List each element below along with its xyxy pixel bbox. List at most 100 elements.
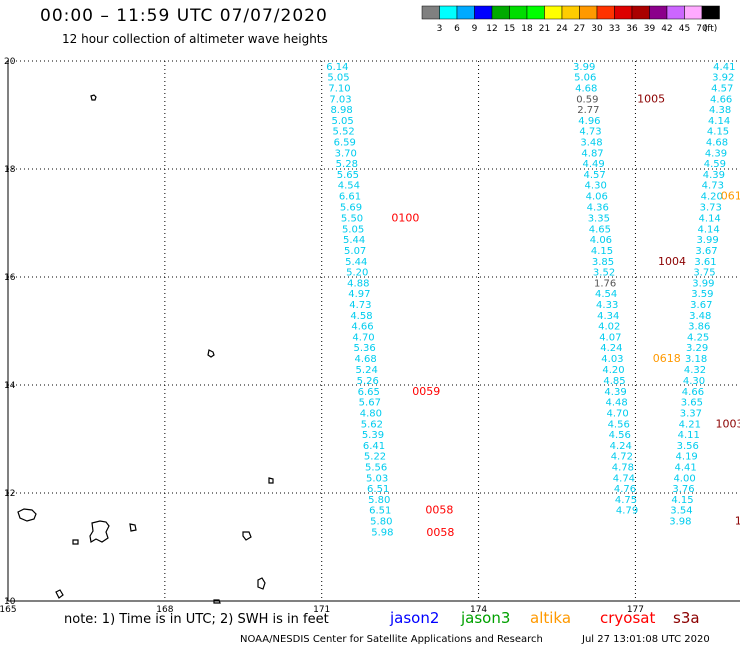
swh-value-label: 4.66: [682, 387, 704, 398]
chart-subtitle: 12 hour collection of altimeter wave hei…: [62, 32, 328, 46]
swh-value-label: 4.56: [608, 419, 630, 430]
swh-value-label: 5.56: [365, 463, 387, 474]
swh-value-label: 4.36: [587, 202, 609, 213]
pass-time-label: 0058: [426, 526, 454, 539]
colorbar-tick-label: 15: [504, 24, 515, 34]
swh-value-label: 1.76: [594, 278, 616, 289]
swh-value-label: 4.25: [687, 332, 709, 343]
swh-value-label: 4.19: [676, 452, 698, 463]
swh-value-label: 3.67: [695, 246, 717, 257]
swh-value-label: 7.10: [328, 83, 350, 94]
swh-value-label: 5.98: [371, 527, 393, 538]
swh-value-label: 4.32: [684, 365, 706, 376]
island-isle-f: [72, 539, 79, 545]
swh-value-label: 3.70: [335, 148, 357, 159]
y-tick-label: 16: [4, 273, 16, 283]
swh-value-label: 0.59: [576, 94, 598, 105]
swh-value-label: 4.56: [609, 430, 631, 441]
timestamp: Jul 27 13:01:08 UTC 2020: [582, 634, 710, 645]
swh-value-label: 6.41: [363, 441, 385, 452]
pass-time-label: 0617: [721, 189, 740, 202]
swh-value-label: 4.96: [578, 116, 600, 127]
swh-value-label: 4.24: [610, 441, 632, 452]
swh-value-label: 5.36: [353, 343, 375, 354]
swh-value-label: 6.14: [326, 62, 348, 73]
colorbar-tick-label: 6: [454, 24, 460, 34]
swh-value-label: 4.75: [615, 495, 637, 506]
island-isle-k: [213, 599, 221, 604]
swh-value-label: 3.85: [592, 257, 614, 268]
swh-value-label: 3.48: [689, 311, 711, 322]
swh-value-label: 5.03: [366, 473, 388, 484]
colorbar-tick-label: 18: [521, 24, 533, 34]
colorbar: 3 6 9 12 15 18 21 24 27 30 33 36 39 42 45 70(ft): [421, 5, 720, 34]
swh-value-label: 5.06: [574, 73, 596, 84]
island-dot-a: [90, 94, 97, 101]
swh-value-label: 3.65: [681, 398, 703, 409]
swh-value-label: 4.66: [710, 94, 732, 105]
swh-value-label: 4.41: [713, 62, 735, 73]
swh-value-label: 4.68: [355, 354, 377, 365]
swh-value-label: 5.05: [331, 116, 353, 127]
swh-value-label: 4.11: [678, 430, 700, 441]
swh-value-label: 4.06: [590, 235, 612, 246]
swh-value-label: 5.69: [340, 202, 362, 213]
swh-value-label: 5.22: [364, 452, 386, 463]
colorbar-unit: (ft): [704, 24, 718, 34]
swh-value-label: 4.15: [671, 495, 693, 506]
swh-value-label: 3.29: [686, 343, 708, 354]
credit-line: NOAA/NESDIS Center for Satellite Applica…: [240, 634, 543, 645]
swh-value-label: 3.86: [688, 322, 710, 333]
swh-value-label: 3.99: [696, 235, 718, 246]
swh-value-label: 4.38: [709, 105, 731, 116]
x-tick-label: 165: [0, 605, 17, 615]
pass-time-label: 1005: [637, 92, 665, 105]
swh-value-label: 4.68: [706, 137, 728, 148]
colorbar-tick-label: 21: [539, 24, 550, 34]
pass-time-label: 1004: [658, 255, 686, 268]
colorbar-tick-label: 45: [679, 24, 690, 34]
swh-value-label: 5.05: [342, 224, 364, 235]
footer-note: note: 1) Time is in UTC; 2) SWH is in fe…: [64, 612, 329, 627]
island-isle-i: [257, 577, 266, 590]
swh-value-label: 4.15: [707, 127, 729, 138]
swh-value-label: 4.59: [704, 159, 726, 170]
colorbar-tick-label: 24: [556, 24, 568, 34]
swh-value-label: 4.87: [581, 148, 603, 159]
pass-time-label: 0618: [653, 352, 681, 365]
swh-value-label: 6.65: [358, 387, 380, 398]
colorbar-tick-label: 12: [486, 24, 497, 34]
swh-value-label: 5.39: [362, 430, 384, 441]
swh-value-label: 4.54: [338, 181, 360, 192]
swh-value-label: 4.79: [616, 506, 638, 517]
mission-cryosat: cryosat: [600, 609, 656, 627]
y-tick-label: 18: [4, 165, 16, 175]
colorbar-tick-label: 39: [644, 24, 656, 34]
swh-value-label: 3.37: [680, 409, 702, 420]
swh-value-label: 5.07: [344, 246, 366, 257]
pass-time-label: 0100: [391, 212, 419, 225]
swh-value-label: 4.73: [702, 181, 724, 192]
colorbar-tick-label: 33: [609, 24, 620, 34]
swh-value-label: 5.05: [327, 73, 349, 84]
swh-value-label: 4.78: [612, 463, 634, 474]
swh-value-label: 5.52: [333, 127, 355, 138]
swh-value-label: 5.62: [361, 419, 383, 430]
mission-s3a: s3a: [673, 609, 700, 627]
swh-value-label: 3.99: [692, 278, 714, 289]
y-tick-label: 14: [4, 381, 16, 391]
swh-value-label: 4.57: [584, 170, 606, 181]
mission-altika: altika: [530, 609, 572, 627]
chart-title: 00:00 – 11:59 UTC 07/07/2020: [40, 6, 328, 26]
swh-value-label: 4.14: [708, 116, 730, 127]
island-isle-h: [242, 531, 252, 541]
swh-value-label: 4.70: [352, 332, 374, 343]
swh-value-label: 6.51: [369, 506, 391, 517]
swh-value-label: 5.67: [359, 398, 381, 409]
colorbar-tick-label: 36: [626, 24, 638, 34]
swh-value-label: 4.76: [614, 484, 636, 495]
swh-value-label: 4.39: [705, 148, 727, 159]
swh-value-label: 4.24: [600, 343, 622, 354]
swh-value-label: 4.65: [589, 224, 611, 235]
